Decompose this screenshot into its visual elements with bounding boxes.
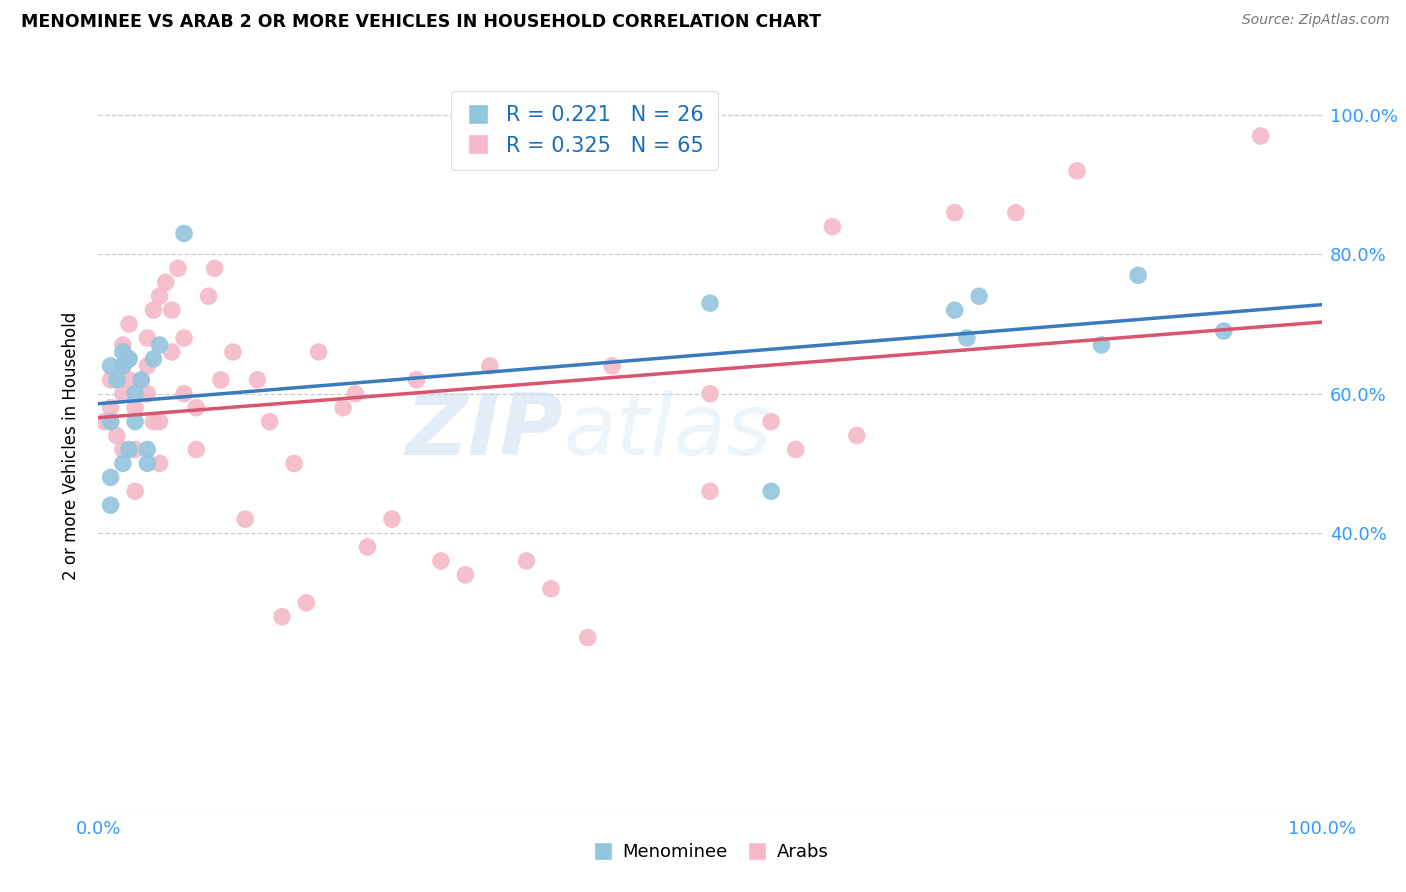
Point bbox=[160, 303, 183, 318]
Point bbox=[155, 275, 177, 289]
Point bbox=[173, 386, 195, 401]
Point bbox=[209, 373, 232, 387]
Point bbox=[149, 289, 172, 303]
Point bbox=[129, 373, 152, 387]
Point bbox=[111, 457, 134, 471]
Y-axis label: 2 or more Vehicles in Household: 2 or more Vehicles in Household bbox=[62, 312, 80, 580]
Point bbox=[136, 359, 159, 373]
Point bbox=[136, 442, 159, 457]
Point bbox=[124, 415, 146, 429]
Point bbox=[149, 338, 172, 352]
Point bbox=[173, 331, 195, 345]
Point bbox=[600, 359, 623, 373]
Point bbox=[381, 512, 404, 526]
Point bbox=[149, 457, 172, 471]
Point bbox=[454, 567, 477, 582]
Point bbox=[246, 373, 269, 387]
Point bbox=[332, 401, 354, 415]
Point bbox=[222, 345, 245, 359]
Point bbox=[167, 261, 190, 276]
Point bbox=[118, 351, 141, 366]
Point bbox=[186, 401, 208, 415]
Point bbox=[111, 386, 134, 401]
Point bbox=[259, 415, 281, 429]
Point bbox=[136, 386, 159, 401]
Point bbox=[111, 359, 134, 373]
Point bbox=[1212, 324, 1234, 338]
Point bbox=[149, 415, 172, 429]
Point bbox=[173, 227, 195, 241]
Point bbox=[118, 317, 141, 331]
Point bbox=[160, 345, 183, 359]
Point bbox=[100, 415, 122, 429]
Point bbox=[100, 373, 122, 387]
Point bbox=[699, 484, 721, 499]
Point bbox=[1004, 205, 1026, 219]
Point bbox=[1128, 268, 1150, 283]
Legend: Menominee, Arabs: Menominee, Arabs bbox=[585, 836, 835, 869]
Point bbox=[186, 442, 208, 457]
Text: atlas: atlas bbox=[564, 390, 772, 473]
Point bbox=[356, 540, 378, 554]
Point bbox=[699, 296, 721, 310]
Point bbox=[142, 415, 165, 429]
Point bbox=[142, 303, 165, 318]
Point bbox=[699, 386, 721, 401]
Point bbox=[283, 457, 305, 471]
Point bbox=[118, 351, 141, 366]
Point bbox=[478, 359, 501, 373]
Point bbox=[124, 386, 146, 401]
Text: ZIP: ZIP bbox=[405, 390, 564, 473]
Point bbox=[785, 442, 807, 457]
Point bbox=[93, 415, 115, 429]
Point bbox=[100, 401, 122, 415]
Point bbox=[118, 373, 141, 387]
Text: Source: ZipAtlas.com: Source: ZipAtlas.com bbox=[1241, 13, 1389, 28]
Point bbox=[576, 631, 599, 645]
Point bbox=[197, 289, 219, 303]
Point bbox=[1249, 128, 1271, 143]
Point bbox=[100, 470, 122, 484]
Point bbox=[344, 386, 367, 401]
Point bbox=[204, 261, 226, 276]
Point bbox=[100, 415, 122, 429]
Point bbox=[136, 457, 159, 471]
Point bbox=[967, 289, 990, 303]
Point bbox=[956, 331, 979, 345]
Point bbox=[111, 345, 134, 359]
Point bbox=[1090, 338, 1112, 352]
Point bbox=[142, 351, 165, 366]
Point bbox=[111, 442, 134, 457]
Point bbox=[111, 338, 134, 352]
Point bbox=[118, 442, 141, 457]
Point bbox=[845, 428, 868, 442]
Point bbox=[124, 442, 146, 457]
Point bbox=[540, 582, 562, 596]
Point bbox=[761, 484, 783, 499]
Point bbox=[233, 512, 256, 526]
Point bbox=[129, 373, 152, 387]
Point bbox=[111, 359, 134, 373]
Point bbox=[515, 554, 537, 568]
Point bbox=[943, 205, 966, 219]
Point bbox=[136, 331, 159, 345]
Point bbox=[100, 498, 122, 512]
Point bbox=[308, 345, 330, 359]
Point bbox=[124, 484, 146, 499]
Point bbox=[295, 596, 318, 610]
Point bbox=[943, 303, 966, 318]
Text: MENOMINEE VS ARAB 2 OR MORE VEHICLES IN HOUSEHOLD CORRELATION CHART: MENOMINEE VS ARAB 2 OR MORE VEHICLES IN … bbox=[21, 13, 821, 31]
Point bbox=[1066, 164, 1088, 178]
Point bbox=[105, 428, 128, 442]
Point bbox=[105, 373, 128, 387]
Point bbox=[761, 415, 783, 429]
Point bbox=[124, 401, 146, 415]
Point bbox=[430, 554, 453, 568]
Point bbox=[821, 219, 844, 234]
Point bbox=[100, 359, 122, 373]
Point bbox=[270, 609, 294, 624]
Point bbox=[405, 373, 427, 387]
